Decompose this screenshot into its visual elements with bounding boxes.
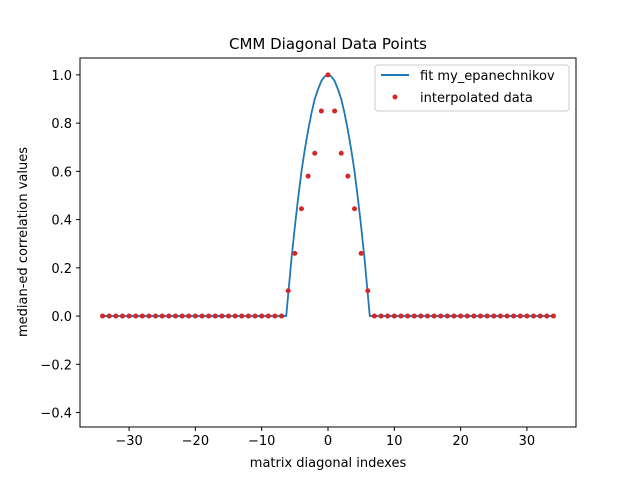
- data-point: [100, 313, 106, 319]
- data-point: [431, 313, 437, 319]
- data-point: [531, 313, 537, 319]
- data-point: [279, 313, 285, 319]
- data-point: [259, 313, 265, 319]
- data-point: [378, 313, 384, 319]
- legend-frame: [374, 64, 570, 112]
- data-point: [385, 313, 391, 319]
- data-point: [239, 313, 245, 319]
- data-point: [424, 313, 430, 319]
- y-axis: −0.4 −0.2 0.0 0.2 0.4 0.6 0.8 1.0: [40, 69, 80, 422]
- y-tick-label: 0.6: [51, 165, 72, 180]
- data-point: [153, 313, 159, 319]
- data-point: [544, 313, 550, 319]
- data-point: [212, 313, 218, 319]
- data-point: [444, 313, 450, 319]
- legend-points-label: interpolated data: [420, 91, 533, 106]
- data-point: [418, 313, 424, 319]
- data-point: [159, 313, 165, 319]
- data-point: [391, 313, 397, 319]
- data-point: [464, 313, 470, 319]
- y-tick-label: −0.4: [40, 407, 72, 422]
- data-point: [325, 72, 331, 78]
- y-tick-label: 0.4: [51, 214, 72, 229]
- data-point: [471, 313, 477, 319]
- data-point: [106, 313, 112, 319]
- x-axis: −30 −20 −10 0 10 20 30: [115, 427, 535, 449]
- data-point: [550, 313, 556, 319]
- y-tick-label: 1.0: [51, 69, 72, 84]
- data-point: [139, 313, 145, 319]
- data-point: [265, 313, 271, 319]
- data-point: [119, 313, 125, 319]
- x-tick-label: −30: [115, 434, 142, 449]
- data-point: [345, 173, 351, 179]
- data-point: [232, 313, 238, 319]
- x-tick-label: −10: [248, 434, 275, 449]
- y-tick-label: 0.0: [51, 310, 72, 325]
- data-point: [292, 250, 298, 256]
- data-point: [245, 313, 251, 319]
- data-point: [451, 313, 457, 319]
- data-point: [365, 288, 371, 294]
- data-point: [517, 313, 523, 319]
- data-point: [504, 313, 510, 319]
- data-point: [338, 150, 344, 156]
- y-tick-label: 0.2: [51, 262, 72, 277]
- data-point: [298, 206, 304, 212]
- plot-area: [80, 58, 576, 427]
- data-point: [206, 313, 212, 319]
- data-point: [537, 313, 543, 319]
- data-point: [285, 288, 291, 294]
- data-point: [484, 313, 490, 319]
- data-point: [219, 313, 225, 319]
- data-point: [318, 108, 324, 114]
- data-point: [113, 313, 119, 319]
- data-point: [371, 313, 377, 319]
- data-point: [511, 313, 517, 319]
- y-tick-label: −0.2: [40, 358, 72, 373]
- data-point: [272, 313, 278, 319]
- x-tick-label: 30: [519, 434, 536, 449]
- data-point: [332, 108, 338, 114]
- data-point: [166, 313, 172, 319]
- data-point: [358, 250, 364, 256]
- data-point: [146, 313, 152, 319]
- data-point: [172, 313, 178, 319]
- data-point: [305, 173, 311, 179]
- data-point: [497, 313, 503, 319]
- x-tick-label: 0: [324, 434, 332, 449]
- legend: fit my_epanechnikov interpolated data: [374, 64, 570, 112]
- legend-fit-label: fit my_epanechnikov: [420, 69, 555, 84]
- data-point: [179, 313, 185, 319]
- data-point: [411, 313, 417, 319]
- data-point: [524, 313, 530, 319]
- data-point: [199, 313, 205, 319]
- data-point: [126, 313, 132, 319]
- data-point: [478, 313, 484, 319]
- data-point: [186, 313, 192, 319]
- data-point: [133, 313, 139, 319]
- data-point: [252, 313, 258, 319]
- data-point: [438, 313, 444, 319]
- data-point: [491, 313, 497, 319]
- data-point: [312, 150, 318, 156]
- x-tick-label: 10: [386, 434, 403, 449]
- legend-points-marker: [392, 94, 398, 100]
- data-point: [398, 313, 404, 319]
- point-layer: [100, 72, 556, 319]
- data-point: [226, 313, 232, 319]
- data-point: [192, 313, 198, 319]
- x-tick-label: −20: [182, 434, 209, 449]
- chart-title: CMM Diagonal Data Points: [229, 35, 427, 53]
- data-point: [405, 313, 411, 319]
- x-tick-label: 20: [452, 434, 469, 449]
- y-tick-label: 0.8: [51, 117, 72, 132]
- x-axis-label: matrix diagonal indexes: [250, 456, 407, 471]
- data-point: [352, 206, 358, 212]
- data-point: [458, 313, 464, 319]
- y-axis-label: median-ed correlation values: [16, 147, 31, 337]
